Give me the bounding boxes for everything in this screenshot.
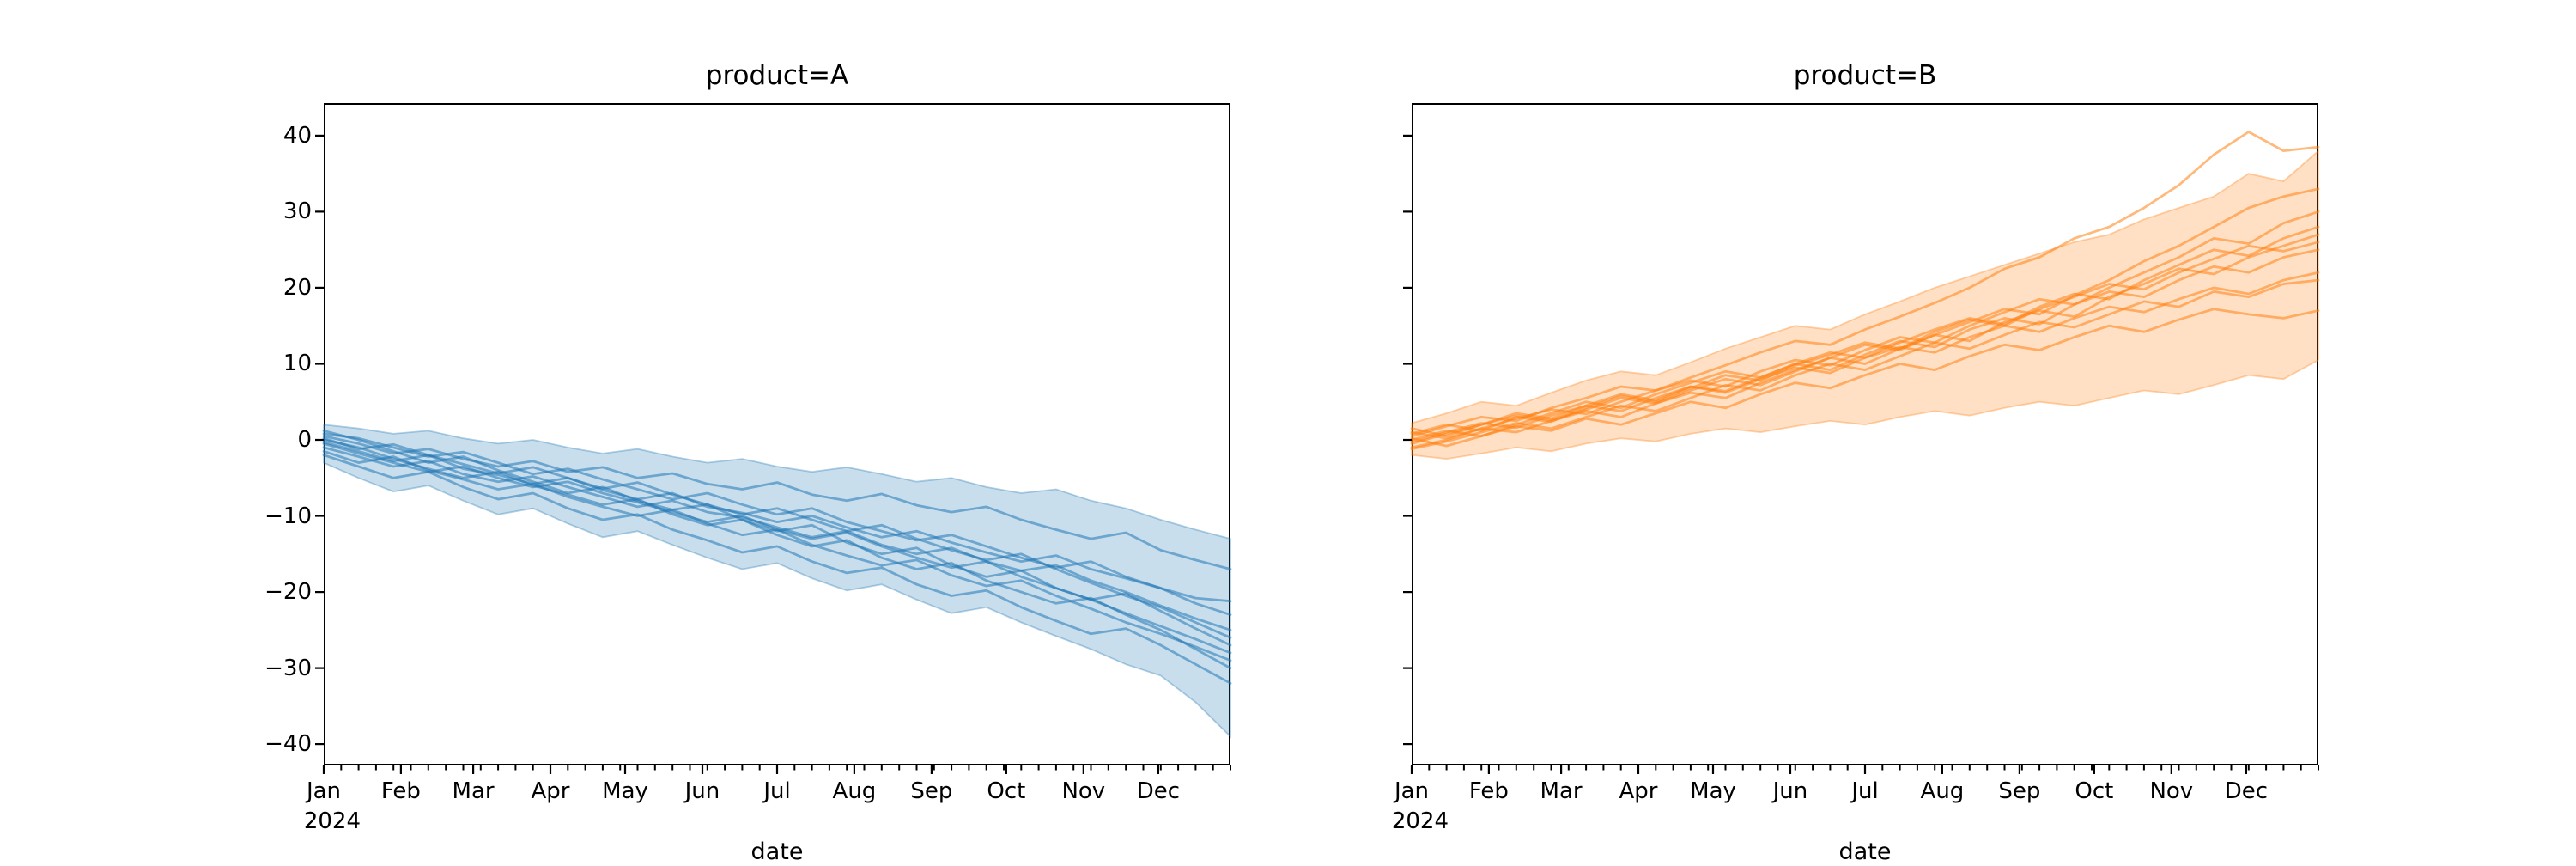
unit-line: [322, 429, 1232, 655]
unit-line: [1410, 241, 2320, 436]
x-tick-label: Jun: [1772, 778, 1808, 804]
x-tick-label: Feb: [1468, 778, 1509, 804]
band-area: [1411, 149, 2319, 460]
x-tick-label: May: [1690, 778, 1736, 804]
unit-line: [322, 432, 1232, 616]
y-tick-label: 0: [297, 427, 312, 453]
x-tick-label: Oct: [987, 778, 1026, 804]
band-area: [323, 424, 1231, 739]
facet-title-product-b: product=B: [1793, 60, 1937, 91]
x-axis-label: date: [750, 839, 804, 865]
x-tick-label: Dec: [2224, 778, 2269, 804]
x-tick-label: Apr: [531, 778, 570, 804]
x-axis-label: date: [1838, 839, 1892, 865]
x-tick-label: Feb: [380, 778, 421, 804]
y-tick-label: 10: [283, 351, 312, 377]
x-tick-label: Jan: [1394, 778, 1430, 804]
unit-line: [1410, 131, 2320, 438]
x-tick-label: Mar: [452, 778, 495, 804]
unit-line: [322, 449, 1232, 662]
y-tick-label: −10: [264, 503, 312, 529]
unit-line: [1410, 248, 2320, 444]
y-tick-label: 40: [283, 122, 312, 149]
plot-area-product-b: [1403, 131, 2320, 774]
unit-line: [1410, 278, 2320, 451]
plot-area-product-a: [315, 134, 1232, 774]
y-tick-label: 20: [283, 274, 312, 301]
facet-title-product-a: product=A: [705, 60, 849, 91]
x-tick-label: Jul: [1851, 778, 1879, 804]
x-tick-label: Oct: [2075, 778, 2114, 804]
x-tick-label: Jul: [763, 778, 791, 804]
x-tick-label: Dec: [1136, 778, 1181, 804]
year-label: 2024: [1391, 808, 1449, 834]
x-tick-label: Apr: [1619, 778, 1658, 804]
unit-line: [322, 438, 1232, 669]
x-tick-label: Aug: [832, 778, 877, 804]
y-tick-label: −20: [264, 579, 312, 606]
x-tick-label: Jan: [306, 778, 342, 804]
x-tick-label: Aug: [1920, 778, 1965, 804]
unit-line: [1410, 308, 2320, 448]
unit-line: [1410, 271, 2320, 438]
y-tick-label: −40: [264, 731, 312, 758]
unit-line: [322, 454, 1232, 685]
x-tick-label: Nov: [1061, 778, 1106, 804]
unit-line: [322, 436, 1232, 639]
x-tick-label: Mar: [1540, 778, 1583, 804]
x-tick-label: Sep: [1998, 778, 2041, 804]
x-tick-label: Sep: [910, 778, 953, 804]
y-tick-label: −30: [264, 655, 312, 681]
year-label: 2024: [303, 808, 361, 834]
x-tick-label: Jun: [684, 778, 720, 804]
x-tick-label: May: [602, 778, 648, 804]
x-tick-label: Nov: [2149, 778, 2194, 804]
y-tick-label: 30: [283, 198, 312, 225]
unit-line: [1410, 210, 2320, 440]
